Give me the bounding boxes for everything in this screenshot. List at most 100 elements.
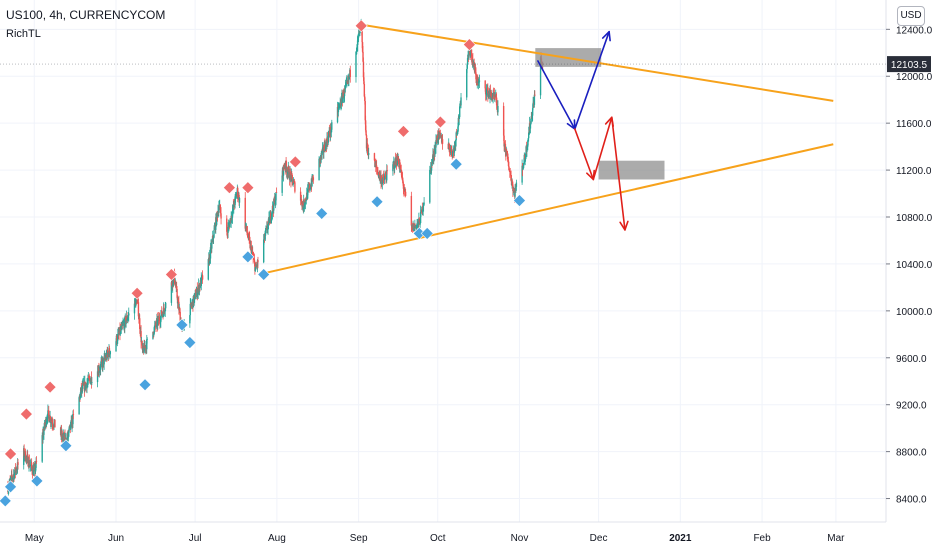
candle-body <box>128 313 130 316</box>
candle-body <box>51 421 53 425</box>
candle-body <box>364 120 367 131</box>
candle-body <box>162 307 165 317</box>
candle-body <box>246 232 249 235</box>
candle-body <box>89 380 92 384</box>
candle-body <box>448 144 450 148</box>
candle-body <box>248 237 251 241</box>
candle-body <box>287 167 290 172</box>
candle-body <box>386 170 388 181</box>
candle-body <box>272 205 274 209</box>
candle-body <box>163 309 166 312</box>
candle-body <box>208 254 211 264</box>
candle-body <box>234 196 236 205</box>
candle-body <box>304 198 307 204</box>
candle-body <box>414 224 416 229</box>
candle-body <box>246 226 248 233</box>
candle-body <box>487 93 489 97</box>
candle-body <box>266 229 269 230</box>
candle-body <box>434 146 436 155</box>
last-price-label: 12103.5 <box>891 60 928 71</box>
candle-body <box>23 448 25 457</box>
candle-body <box>475 72 477 80</box>
candle-body <box>526 146 528 152</box>
candle-body <box>451 151 454 157</box>
swing-high-marker <box>43 380 57 394</box>
candle-body <box>373 153 376 161</box>
candle-body <box>492 93 494 98</box>
candle-body <box>524 158 526 160</box>
candle-body <box>232 205 234 211</box>
candle-body <box>153 325 156 328</box>
candle-body <box>495 95 497 98</box>
candle-body <box>439 132 442 135</box>
candle-body <box>12 476 14 479</box>
candle-body <box>177 301 180 302</box>
candle-body <box>355 51 357 78</box>
candle-body <box>226 231 228 233</box>
candle-body <box>62 436 64 438</box>
red-arrow-segment[interactable] <box>574 128 595 181</box>
candle-body <box>201 276 203 278</box>
candle-body <box>375 165 378 169</box>
candle-body <box>382 176 385 180</box>
candle-body <box>50 422 52 423</box>
candle-body <box>402 183 405 189</box>
time-axis[interactable]: May Jun Jul Aug Sep Oct Nov Dec 2021 Feb Mar <box>25 533 845 544</box>
candle-body <box>325 142 327 143</box>
candle-body <box>275 192 278 193</box>
candle-body <box>283 165 285 168</box>
candle-body <box>415 225 418 229</box>
candle-body <box>117 333 119 341</box>
candle-body <box>431 159 434 163</box>
candle-body <box>226 218 228 232</box>
candle-body <box>343 88 346 97</box>
candle-body <box>267 218 270 225</box>
blue-arrow-segment[interactable] <box>537 60 576 130</box>
candle-body <box>194 292 197 299</box>
candle-body <box>102 359 104 367</box>
candle-body <box>23 448 25 465</box>
candle-body <box>504 143 507 153</box>
candle-body <box>262 239 265 263</box>
indicator-label[interactable]: RichTL <box>6 28 41 40</box>
candle-body <box>170 282 173 303</box>
candle-body <box>252 257 255 259</box>
candle-body <box>435 140 437 148</box>
candle-body <box>124 317 127 325</box>
candle-body <box>68 428 70 433</box>
candle-body <box>474 68 477 73</box>
candle-body <box>491 97 494 99</box>
candle-body <box>91 382 93 384</box>
candle-body <box>338 104 340 107</box>
candle-body <box>331 122 333 130</box>
price-axis[interactable]: 8400.0 8800.0 9200.0 9600.0 10000.0 10400.0 10… <box>886 25 932 506</box>
candle-body <box>380 175 382 184</box>
candle-body <box>118 333 120 334</box>
candle-body <box>266 226 268 230</box>
candle-body <box>502 106 505 136</box>
candle-body <box>429 169 431 203</box>
trendline[interactable] <box>263 143 834 275</box>
trendline[interactable] <box>361 23 834 102</box>
candle-body <box>256 265 258 267</box>
candle-body <box>330 126 332 133</box>
candle-body <box>466 58 469 65</box>
red-arrow-segment[interactable] <box>592 116 613 181</box>
currency-button[interactable]: USD <box>897 6 925 26</box>
red-arrow-segment[interactable] <box>610 116 626 231</box>
candle-body <box>153 327 155 334</box>
candle-body <box>521 165 523 183</box>
candle-body <box>116 340 119 343</box>
candle-body <box>400 170 403 178</box>
candle-body <box>64 435 66 443</box>
candle-body <box>201 275 204 280</box>
zone-box[interactable] <box>598 160 665 180</box>
candle-body <box>195 292 198 297</box>
candle-body <box>96 371 99 383</box>
candle-body <box>90 376 93 384</box>
candle-body <box>488 92 490 95</box>
blue-arrow-segment[interactable] <box>574 30 610 130</box>
candle-body <box>534 94 536 96</box>
swing-low-marker <box>513 194 526 208</box>
